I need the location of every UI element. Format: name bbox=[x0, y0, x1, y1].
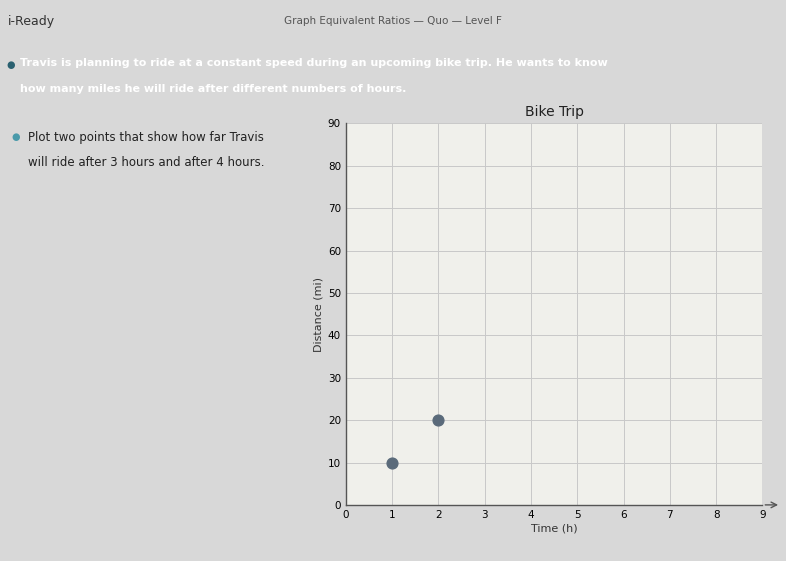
Title: Bike Trip: Bike Trip bbox=[524, 105, 584, 119]
Point bbox=[386, 458, 399, 467]
Text: Plot two points that show how far Travis: Plot two points that show how far Travis bbox=[28, 131, 263, 144]
Text: Travis is planning to ride at a constant speed during an upcoming bike trip. He : Travis is planning to ride at a constant… bbox=[20, 58, 608, 68]
Text: how many miles he will ride after different numbers of hours.: how many miles he will ride after differ… bbox=[20, 84, 406, 94]
Text: ●: ● bbox=[12, 132, 20, 142]
Text: ●: ● bbox=[6, 59, 15, 70]
Text: will ride after 3 hours and after 4 hours.: will ride after 3 hours and after 4 hour… bbox=[28, 156, 264, 169]
Text: i-Ready: i-Ready bbox=[8, 15, 55, 27]
Point bbox=[432, 416, 445, 425]
Y-axis label: Distance (mi): Distance (mi) bbox=[314, 277, 324, 352]
X-axis label: Time (h): Time (h) bbox=[531, 524, 578, 534]
Text: Graph Equivalent Ratios — Quo — Level F: Graph Equivalent Ratios — Quo — Level F bbox=[284, 16, 502, 26]
